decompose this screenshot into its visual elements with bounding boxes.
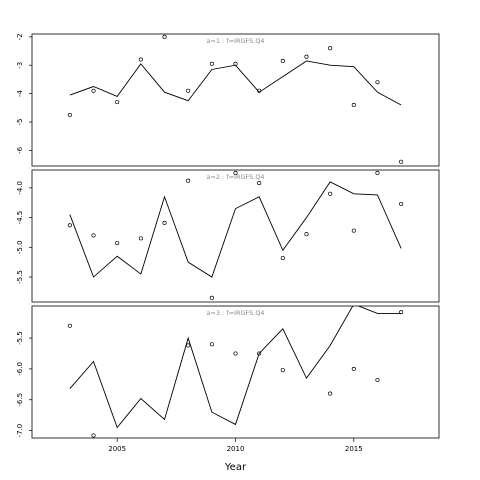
observed-point bbox=[399, 159, 404, 164]
panel-label: a=3 : f=IRGFS.Q4 bbox=[206, 309, 264, 317]
panel-frame bbox=[31, 169, 440, 303]
observed-point bbox=[186, 88, 191, 93]
y-tick-label: -5.0 bbox=[16, 240, 24, 254]
observed-point bbox=[305, 287, 308, 290]
observed-point bbox=[138, 236, 143, 241]
observed-point bbox=[186, 178, 191, 183]
panel-label: a=1 : f=IRGFS.Q4 bbox=[206, 37, 264, 45]
observed-point bbox=[67, 323, 72, 328]
panel-2: -4.0 -4.5 -5.0 -5.5 a=2 : f=IRGFS.Q4 bbox=[16, 169, 440, 303]
observed-point bbox=[375, 80, 380, 85]
x-tick-label: 2015 bbox=[345, 445, 363, 453]
panel-data bbox=[67, 170, 404, 300]
observed-point bbox=[257, 88, 262, 93]
observed-point bbox=[138, 57, 143, 62]
y-tick-label: -5.5 bbox=[16, 270, 24, 284]
observed-point bbox=[233, 351, 238, 356]
observed-point bbox=[257, 181, 262, 186]
y-tick-label: -3 bbox=[16, 62, 24, 69]
observed-point bbox=[67, 223, 72, 228]
observed-point bbox=[115, 287, 118, 290]
observed-point bbox=[163, 298, 166, 301]
panel-data bbox=[67, 275, 404, 438]
observed-point bbox=[162, 220, 167, 225]
fit-line bbox=[69, 60, 402, 106]
y-tick-label: -6 bbox=[16, 146, 24, 154]
y-tick-label: -6.0 bbox=[16, 362, 24, 376]
observed-point bbox=[257, 351, 262, 356]
observed-point bbox=[91, 88, 96, 93]
panel-frame bbox=[31, 305, 440, 439]
observed-point bbox=[351, 102, 356, 108]
observed-point bbox=[233, 170, 238, 176]
x-tick-label: 2010 bbox=[227, 445, 245, 453]
observed-point bbox=[328, 391, 333, 396]
x-tick-label: 2005 bbox=[108, 445, 126, 453]
observed-point bbox=[233, 61, 238, 66]
observed-point bbox=[304, 232, 309, 237]
observed-point bbox=[304, 54, 309, 59]
observed-point bbox=[280, 368, 285, 373]
observed-point bbox=[67, 112, 72, 117]
fit-line bbox=[69, 181, 402, 278]
observed-point bbox=[399, 310, 404, 315]
observed-point bbox=[399, 201, 404, 206]
observed-point bbox=[91, 433, 96, 438]
observed-point bbox=[209, 295, 214, 300]
panel-1: -2 -3 -4 -5 -6 a=1 : f=IRGFS.Q4 bbox=[16, 33, 440, 167]
observed-point bbox=[280, 58, 285, 64]
observed-point bbox=[280, 255, 285, 261]
panel-data bbox=[67, 34, 404, 164]
observed-point bbox=[115, 100, 120, 105]
y-tick-label: -4.5 bbox=[16, 211, 24, 225]
y-tick-label: -2 bbox=[16, 33, 24, 40]
panel-frame bbox=[31, 33, 440, 167]
fit-line bbox=[69, 306, 402, 429]
y-tick-label: -6.5 bbox=[16, 393, 24, 407]
y-tick-label: -5.5 bbox=[16, 331, 24, 345]
observed-point bbox=[351, 228, 356, 233]
observed-point bbox=[91, 233, 96, 238]
panel-label: a=2 : f=IRGFS.Q4 bbox=[206, 173, 264, 181]
observed-point bbox=[328, 46, 333, 51]
observed-point bbox=[328, 191, 333, 196]
observed-point bbox=[162, 34, 167, 39]
observed-point bbox=[139, 275, 142, 278]
x-axis-title: Year bbox=[224, 462, 247, 473]
observed-point bbox=[375, 377, 380, 383]
observed-point bbox=[351, 366, 356, 371]
y-tick-label: -5 bbox=[16, 119, 24, 126]
observed-point bbox=[115, 241, 120, 246]
y-tick-label: -4 bbox=[16, 90, 24, 98]
panel-3: -5.5 -6.0 -6.5 -7.0 a=3 : f=IRGFS.Q4 bbox=[16, 275, 440, 439]
observed-point bbox=[375, 170, 380, 176]
observed-point bbox=[209, 342, 214, 347]
observed-point bbox=[186, 343, 191, 348]
y-tick-label: -4.0 bbox=[16, 181, 24, 195]
observed-point bbox=[209, 61, 214, 66]
y-tick-label: -7.0 bbox=[16, 424, 24, 438]
